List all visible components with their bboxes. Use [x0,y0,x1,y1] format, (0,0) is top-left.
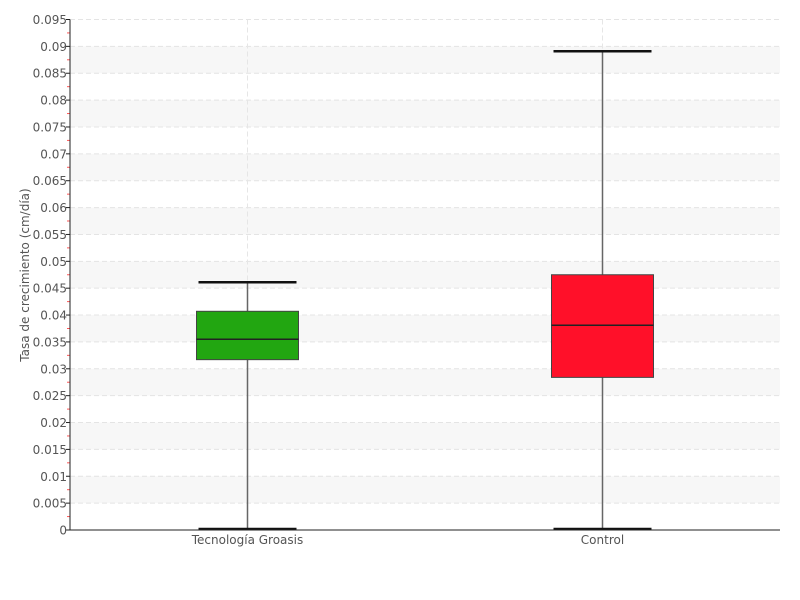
y-tick-label: 0.085 [33,67,67,81]
y-tick-label: 0.02 [40,416,67,430]
y-tick-label: 0.06 [40,201,67,215]
y-tick-label: 0.095 [33,13,67,27]
y-tick-label: 0.025 [33,389,67,403]
y-tick-label: 0.01 [40,470,67,484]
x-tick-label: Tecnología Groasis [191,533,304,547]
grid-band [70,100,780,127]
y-tick-label: 0.07 [40,147,67,161]
y-tick-label: 0.005 [33,497,67,511]
y-axis-label: Tasa de crecimiento (cm/día) [18,188,32,362]
y-tick-label: 0 [59,524,67,538]
grid-band [70,422,780,450]
y-tick-label: 0.035 [33,335,67,349]
grid-band [70,368,780,396]
y-tick-label: 0.09 [40,40,67,54]
box-1 [551,49,654,531]
box-0 [196,281,299,531]
y-tick-label: 0.03 [40,362,67,376]
gridlines [70,19,780,530]
grid-band [70,153,780,181]
x-tick-label: Control [581,533,624,547]
y-tick-label: 0.045 [33,282,67,296]
x-axis: Tecnología Groasis Control [70,529,780,547]
y-tick-label: 0.075 [33,120,67,134]
y-tick-label: 0.08 [40,94,67,108]
box-iqr [196,310,299,361]
grid-band [70,261,780,289]
grid-band [70,315,780,342]
grid-band [70,476,780,504]
y-tick-label: 0.065 [33,174,67,188]
box-iqr [551,274,654,378]
y-axis: 0 0.005 0.01 0.015 0.02 0.025 0.03 0.035 0.04 0.0… [33,13,71,538]
boxes [196,49,654,531]
y-tick-label: 0.015 [33,443,67,457]
y-tick-label: 0.055 [33,228,67,242]
grid-band [70,46,780,74]
y-tick-label: 0.04 [40,309,67,323]
grid-bands [70,46,780,504]
y-tick-label: 0.05 [40,255,67,269]
grid-band [70,207,780,235]
